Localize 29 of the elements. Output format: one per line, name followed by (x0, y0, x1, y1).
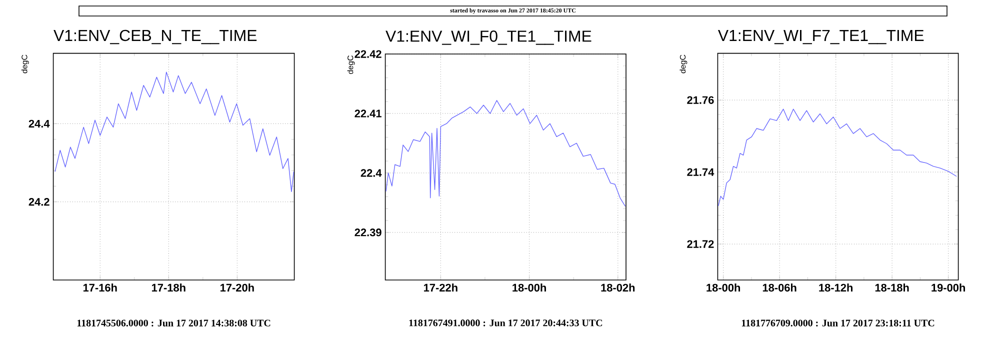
x-tick-label: 17-22h (424, 284, 458, 292)
y-tick-label: 22.39 (354, 228, 382, 236)
text: 1181745506.0000 : Jun 17 2017 14:38:08 UTC (77, 320, 270, 326)
x-tick-label: 19-00h (932, 284, 965, 292)
y-tick-label: 24.4 (28, 120, 50, 128)
y-tick-label: 22.4 (360, 169, 382, 177)
x-tick-label: 18-06h (762, 284, 796, 292)
y-tick-label: 21.74 (687, 168, 714, 176)
x-tick-label: 18-18h (875, 284, 909, 292)
chart-title: V1:ENV_WI_F7_TE1__TIME (718, 30, 924, 44)
x-tick-label: 18-12h (819, 284, 852, 292)
chart-title: V1:ENV_WI_F0_TE1__TIME (386, 30, 592, 45)
text: 1181776709.0000 : Jun 17 2017 23:18:11 UTC (742, 320, 934, 326)
y-tick-label: 22.42 (354, 50, 382, 58)
chart-title: V1:ENV_CEB_N_TE__TIME (54, 30, 257, 44)
text: 1181767491.0000 : Jun 17 2017 20:44:33 UTC (409, 320, 602, 326)
y-tick-label: 22.41 (354, 110, 382, 118)
x-tick-label: 18-00h (706, 284, 740, 292)
y-tick-label: 21.72 (687, 240, 714, 248)
y-tick-label: 21.76 (687, 96, 714, 104)
line-series (54, 72, 294, 192)
x-tick-label: 17-16h (83, 284, 117, 292)
y-tick-label: 24.2 (28, 198, 50, 206)
line-series (718, 108, 957, 206)
x-tick-label: 17-18h (152, 284, 186, 292)
line-series (386, 100, 626, 207)
x-tick-label: 18-02h (601, 284, 635, 292)
x-tick-label: 18-00h (512, 284, 546, 292)
x-tick-label: 17-20h (220, 284, 254, 292)
